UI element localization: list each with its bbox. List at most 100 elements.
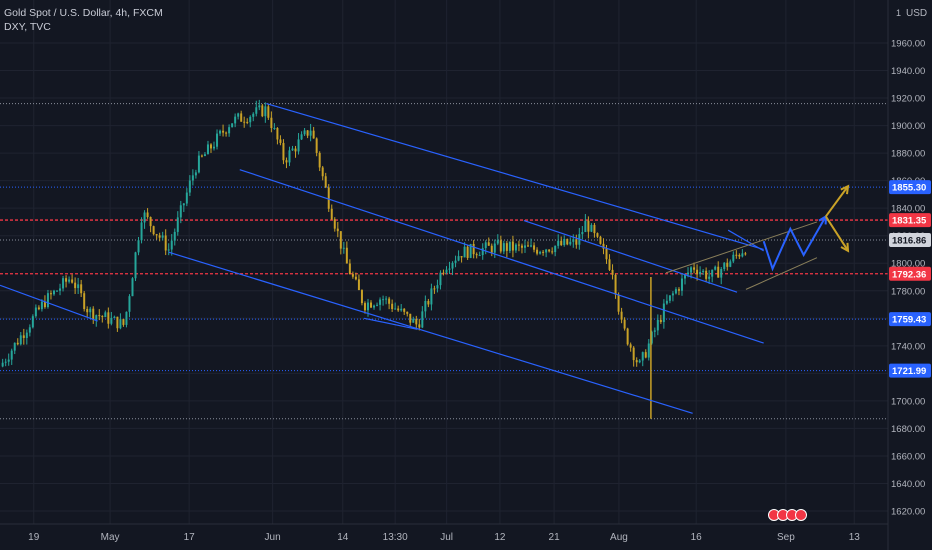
candle	[620, 307, 623, 324]
candle-body	[569, 241, 572, 245]
compare-legend[interactable]: DXY, TVC	[4, 21, 51, 33]
candle	[370, 300, 373, 309]
candle-body	[433, 288, 436, 290]
candle-body	[415, 318, 418, 325]
candle	[140, 217, 143, 244]
candle	[424, 295, 427, 318]
candle-body	[382, 299, 385, 301]
candle-body	[484, 242, 487, 249]
candle-body	[451, 262, 454, 269]
channel-line[interactable]	[168, 251, 693, 414]
candle	[505, 240, 508, 258]
currency-label[interactable]: USD	[906, 8, 927, 19]
candle	[357, 274, 360, 291]
candle	[194, 169, 197, 179]
price-badge[interactable]: 1759.43	[889, 312, 931, 327]
channel-line[interactable]	[0, 284, 98, 322]
channel-line[interactable]	[363, 317, 418, 330]
candle-body	[194, 172, 197, 176]
candle-body	[557, 240, 560, 246]
projection-path-blue[interactable]	[762, 215, 827, 272]
candle-body	[234, 116, 237, 124]
candle-body	[466, 246, 469, 258]
time-axis[interactable]: 19 May 17 Jun 14 13:30 Jul 12 21 Aug 16 Sep 13	[28, 532, 860, 543]
candle-body	[496, 240, 499, 244]
candle	[400, 304, 403, 312]
rising-channel-line[interactable]	[745, 257, 818, 290]
candle	[119, 313, 122, 330]
candle-body	[656, 319, 659, 331]
candle-body	[490, 245, 493, 253]
candle	[662, 299, 665, 329]
candle	[517, 240, 520, 252]
candle	[487, 237, 490, 246]
candle	[650, 330, 653, 345]
candle-body	[125, 311, 128, 325]
price-badge[interactable]: 1792.36	[889, 266, 931, 281]
candle-body	[370, 302, 373, 308]
symbol-legend[interactable]: Gold Spot / U.S. Dollar, 4h, FXCM	[4, 7, 163, 19]
candle-body	[342, 247, 345, 249]
candle-body	[587, 220, 590, 232]
candle-body	[119, 319, 122, 329]
event-markers[interactable]	[768, 509, 807, 521]
candle-body	[43, 301, 46, 308]
candle-body	[620, 311, 623, 320]
arrowhead	[840, 184, 850, 195]
candle	[545, 248, 548, 258]
price-badge[interactable]: 1831.35	[889, 213, 931, 228]
candle	[131, 277, 134, 297]
price-badge-bg	[889, 180, 931, 195]
candle-body	[427, 301, 430, 305]
candle-body	[744, 253, 747, 255]
candle	[315, 137, 318, 157]
candle-body	[536, 249, 539, 254]
time-tick-label: Aug	[610, 532, 628, 543]
candle-body	[37, 307, 40, 310]
candle-body	[231, 123, 234, 128]
candle-body	[146, 212, 149, 218]
candle-body	[122, 319, 125, 325]
projection-arrow-gold[interactable]	[824, 215, 849, 252]
candle	[391, 299, 394, 312]
candle-body	[101, 316, 104, 318]
channel-line[interactable]	[727, 229, 764, 252]
price-badge[interactable]: 1855.30	[889, 180, 931, 195]
candle-body	[219, 130, 222, 134]
candle-body	[608, 259, 611, 270]
candle	[146, 208, 149, 219]
price-tick-label: 1920.00	[891, 94, 925, 105]
candle-body	[629, 344, 632, 348]
economic-event-icon[interactable]	[795, 509, 807, 521]
candle-body	[406, 311, 409, 314]
candle	[240, 110, 243, 122]
price-badge[interactable]: 1721.99	[889, 363, 931, 378]
candle	[273, 123, 276, 130]
candle	[68, 276, 71, 284]
candle-body	[442, 272, 445, 274]
candle	[65, 275, 68, 288]
price-axis[interactable]: 1620.001640.001660.001680.001700.001720.…	[889, 8, 931, 518]
candle-body	[439, 272, 442, 286]
channel-line[interactable]	[523, 219, 738, 293]
candle-body	[554, 245, 557, 253]
candle	[10, 348, 13, 365]
candle-body	[460, 256, 463, 258]
candle	[656, 314, 659, 336]
projection-arrow-gold[interactable]	[825, 185, 849, 218]
candle-body	[454, 260, 457, 263]
candle-body	[170, 240, 173, 250]
candle	[342, 241, 345, 254]
candle-body	[717, 266, 720, 278]
candle	[237, 112, 240, 120]
price-tick-label: 1780.00	[891, 286, 925, 297]
candle	[647, 339, 650, 361]
candle	[13, 342, 16, 355]
candle	[110, 311, 113, 326]
price-badge[interactable]: 1816.86	[889, 233, 931, 248]
candle	[671, 291, 674, 302]
channel-line[interactable]	[266, 102, 764, 251]
channel-line[interactable]	[239, 169, 764, 344]
